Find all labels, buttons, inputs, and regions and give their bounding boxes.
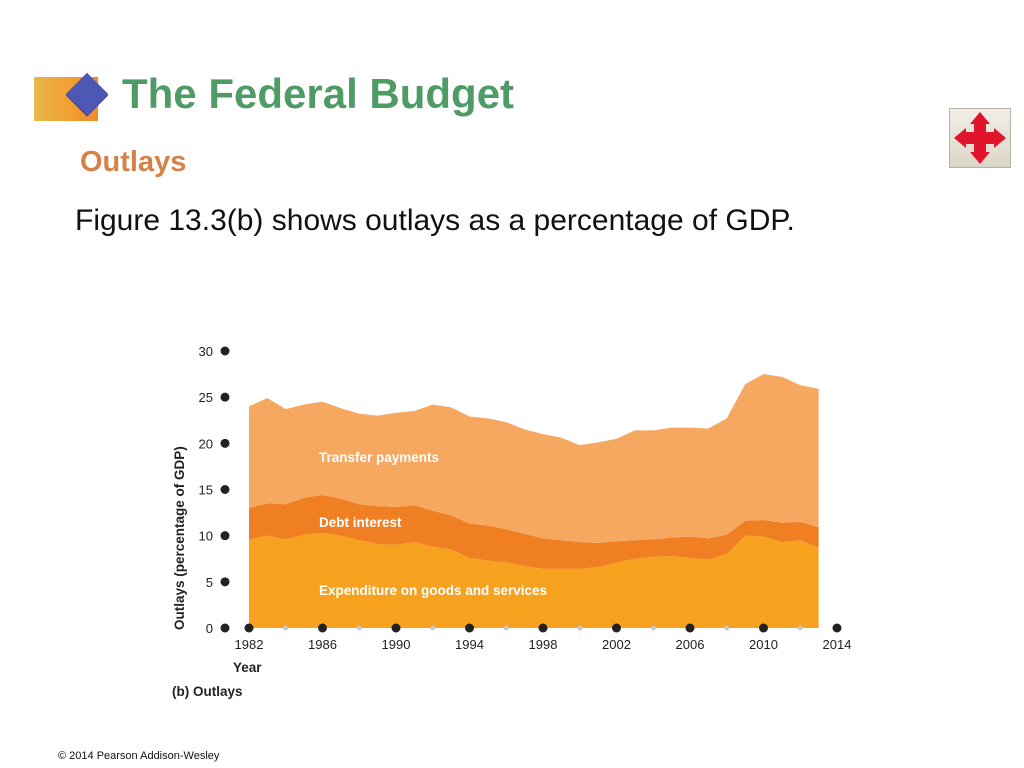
x-minor-tick-dot — [724, 625, 730, 631]
y-tick-label: 30 — [199, 344, 213, 359]
area-debt-interest — [249, 495, 819, 569]
x-minor-tick-dot — [356, 625, 362, 631]
x-tick-dot — [832, 623, 842, 633]
label-goods-and-services: Expenditure on goods and services — [319, 583, 547, 598]
slide-subtitle: Outlays — [80, 146, 187, 178]
y-tick-dot — [220, 577, 230, 587]
x-minor-tick-dot — [577, 625, 583, 631]
x-tick-label: 2006 — [676, 637, 705, 652]
stacked-area-layers — [249, 374, 819, 628]
x-tick-dot — [465, 623, 474, 633]
slide-title: The Federal Budget — [122, 70, 515, 117]
x-tick-label: 2014 — [823, 637, 852, 652]
y-tick-dot — [220, 531, 230, 541]
y-tick-dot — [220, 485, 230, 494]
x-tick-dot — [538, 623, 548, 633]
x-tick-label: 2002 — [602, 637, 631, 652]
x-minor-tick-dot — [503, 625, 509, 631]
x-minor-tick-dot — [797, 625, 803, 631]
y-tick-label: 25 — [199, 390, 213, 405]
area-labels: Expenditure on goods and services Debt in… — [319, 450, 547, 598]
y-axis-title: Outlays (percentage of GDP) — [172, 446, 187, 630]
chart-caption: (b) Outlays — [172, 684, 243, 699]
x-tick-dot — [759, 623, 768, 633]
y-tick-label: 20 — [199, 436, 213, 451]
y-tick-label: 5 — [206, 575, 213, 590]
x-tick-label: 1990 — [382, 637, 411, 652]
x-tick-dot — [318, 623, 327, 633]
y-tick-dot — [220, 623, 230, 633]
x-tick-label: 1986 — [308, 637, 337, 652]
y-tick-label: 0 — [206, 621, 213, 636]
x-tick-dot — [244, 623, 254, 633]
four-way-arrows-icon — [954, 112, 1006, 164]
x-tick-dot — [612, 623, 621, 633]
y-tick-label: 10 — [199, 529, 213, 544]
x-minor-tick-dot — [283, 625, 289, 631]
y-tick-dot — [220, 438, 230, 448]
y-tick-label: 15 — [199, 483, 213, 498]
x-axis: 1982 1986 1990 1994 1998 2002 2006 2010 2014 — [235, 623, 852, 652]
x-tick-dot — [685, 623, 695, 633]
slide-body-text: Figure 13.3(b) shows outlays as a percen… — [75, 204, 795, 237]
x-tick-label: 1994 — [455, 637, 484, 652]
area-transfer-payments — [249, 374, 819, 544]
x-tick-label: 2010 — [749, 637, 778, 652]
navigation-button[interactable] — [949, 108, 1011, 168]
y-tick-dot — [220, 346, 230, 356]
x-tick-label: 1982 — [235, 637, 264, 652]
area-goods-and-services — [249, 532, 819, 628]
copyright-notice: © 2014 Pearson Addison-Wesley — [58, 750, 220, 762]
x-tick-dot — [391, 623, 401, 633]
x-tick-label: 1998 — [529, 637, 558, 652]
label-transfer-payments: Transfer payments — [319, 450, 439, 465]
y-tick-dot — [220, 392, 230, 402]
x-axis-title: Year — [233, 660, 262, 675]
label-debt-interest: Debt interest — [319, 515, 402, 530]
y-axis: 0 5 10 15 20 25 30 — [199, 344, 230, 636]
x-minor-tick-dot — [650, 625, 656, 631]
x-minor-tick-dot — [430, 625, 436, 631]
